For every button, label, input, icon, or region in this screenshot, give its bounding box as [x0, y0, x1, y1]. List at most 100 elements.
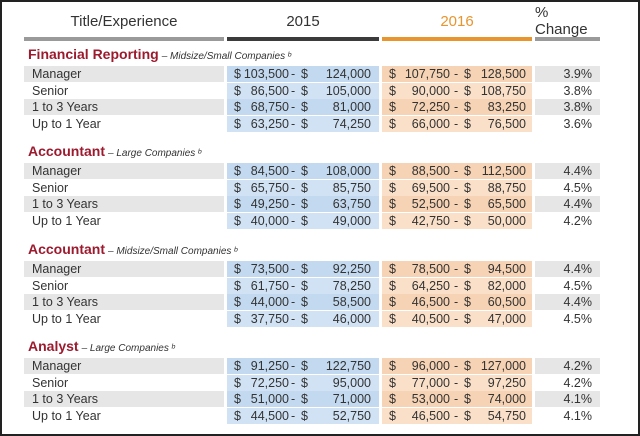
- salary-range-2016: $107,750- $128,500: [382, 66, 532, 82]
- range-dash: -: [454, 408, 459, 423]
- range-dash: -: [454, 295, 459, 309]
- salary-range-2015: $84,500- $108,000: [227, 163, 379, 179]
- salary-range-2016: $96,000- $127,000: [382, 358, 532, 374]
- range-dash: -: [454, 197, 459, 211]
- table-row: Up to 1 Year $40,000- $49,000 $42,750- $50,0…: [24, 212, 600, 229]
- table-row: Up to 1 Year $37,750- $46,000 $40,500- $47,0…: [24, 310, 600, 327]
- salary-high-2016: 74,000: [487, 392, 526, 406]
- salary-high-2015: 63,750: [332, 197, 371, 211]
- dollar-sign: $: [234, 100, 241, 114]
- salary-range-2016: $40,500- $47,000: [382, 310, 532, 327]
- salary-low-2015: 86,500: [250, 83, 289, 98]
- table-row: 1 to 3 Years $68,750- $81,000 $72,250- $83,2…: [24, 99, 600, 115]
- dollar-sign: $: [389, 359, 396, 373]
- salary-low-2015: 51,000: [250, 392, 289, 406]
- salary-range-2015: $73,500- $92,250: [227, 261, 379, 277]
- table-row: 1 to 3 Years $44,000- $58,500 $46,500- $60,5…: [24, 294, 600, 310]
- row-label: Senior: [32, 83, 69, 98]
- percent-change: 4.5%: [563, 278, 593, 293]
- row-label: 1 to 3 Years: [24, 99, 224, 115]
- section-subtitle: – Large Companies ᵇ: [108, 148, 202, 159]
- range-dash: -: [454, 311, 459, 326]
- dollar-sign: $: [464, 83, 471, 98]
- percent-change: 4.1%: [563, 408, 593, 423]
- row-label: Up to 1 Year: [32, 213, 101, 228]
- dollar-sign: $: [301, 180, 308, 195]
- salary-range-2016: $64,250- $82,000: [382, 277, 532, 294]
- percent-change: 3.6%: [563, 116, 593, 131]
- percent-change: 4.4%: [535, 196, 600, 212]
- dollar-sign: $: [234, 375, 241, 390]
- header-underline-title: [24, 37, 224, 41]
- dollar-sign: $: [389, 83, 396, 98]
- range-dash: -: [291, 359, 296, 373]
- salary-range-2016: $42,750- $50,000: [382, 212, 532, 229]
- header-percent-change: % Change: [535, 4, 588, 38]
- table-row: Senior $86,500- $105,000 $90,000- $108,750 3.…: [24, 82, 600, 99]
- dollar-sign: $: [389, 213, 396, 228]
- dollar-sign: $: [389, 100, 396, 114]
- salary-low-2016: 40,500: [411, 311, 450, 326]
- dollar-sign: $: [234, 295, 241, 309]
- salary-low-2015: 68,750: [250, 100, 289, 114]
- range-dash: -: [454, 262, 459, 276]
- salary-low-2015: 91,250: [250, 359, 289, 373]
- row-label: Senior: [32, 278, 69, 293]
- range-dash: -: [291, 83, 296, 98]
- dollar-sign: $: [389, 164, 396, 178]
- salary-low-2015: 40,000: [250, 213, 289, 228]
- header-title-experience: Title/Experience: [70, 12, 178, 30]
- percent-change: 4.4%: [535, 294, 600, 310]
- range-dash: -: [291, 408, 296, 423]
- range-dash: -: [291, 278, 296, 293]
- table-row: Manager $103,500- $124,000 $107,750- $128,50…: [24, 66, 600, 82]
- dollar-sign: $: [301, 278, 308, 293]
- row-label: Manager: [24, 261, 224, 277]
- salary-high-2015: 122,750: [325, 359, 371, 373]
- dollar-sign: $: [234, 116, 241, 131]
- dollar-sign: $: [301, 311, 308, 326]
- dollar-sign: $: [234, 197, 241, 211]
- row-label: Manager: [24, 163, 224, 179]
- salary-low-2016: 42,750: [411, 213, 450, 228]
- dollar-sign: $: [234, 278, 241, 293]
- percent-change: 4.2%: [563, 375, 593, 390]
- dollar-sign: $: [464, 67, 471, 81]
- table-row: Senior $65,750- $85,750 $69,500- $88,750 4.5%: [24, 179, 600, 196]
- salary-high-2015: 92,250: [332, 262, 371, 276]
- table-row: Senior $72,250- $95,000 $77,000- $97,250 4.2%: [24, 374, 600, 391]
- header-underline-2016: [382, 37, 532, 41]
- salary-high-2016: 83,250: [487, 100, 526, 114]
- range-dash: -: [291, 197, 296, 211]
- range-dash: -: [291, 375, 296, 390]
- salary-high-2015: 85,750: [332, 180, 371, 195]
- salary-low-2016: 46,500: [411, 408, 450, 423]
- dollar-sign: $: [389, 278, 396, 293]
- dollar-sign: $: [464, 375, 471, 390]
- table-row: Senior $61,750- $78,250 $64,250- $82,000 4.5%: [24, 277, 600, 294]
- dollar-sign: $: [389, 180, 396, 195]
- salary-low-2015: 84,500: [250, 164, 289, 178]
- salary-range-2015: $37,750- $46,000: [227, 310, 379, 327]
- salary-low-2015: 73,500: [250, 262, 289, 276]
- salary-high-2015: 95,000: [332, 375, 371, 390]
- dollar-sign: $: [301, 392, 308, 406]
- dollar-sign: $: [464, 278, 471, 293]
- dollar-sign: $: [464, 408, 471, 423]
- range-dash: -: [291, 311, 296, 326]
- percent-change: 3.8%: [563, 83, 593, 98]
- salary-low-2016: 78,500: [411, 262, 450, 276]
- range-dash: -: [454, 164, 459, 178]
- row-label: Up to 1 Year: [32, 116, 101, 131]
- table-row: Up to 1 Year $63,250- $74,250 $66,000- $76,5…: [24, 115, 600, 132]
- salary-high-2016: 94,500: [487, 262, 526, 276]
- dollar-sign: $: [464, 311, 471, 326]
- salary-high-2016: 97,250: [487, 375, 526, 390]
- salary-range-2016: $66,000- $76,500: [382, 115, 532, 132]
- range-dash: -: [291, 116, 296, 131]
- dollar-sign: $: [464, 164, 471, 178]
- dollar-sign: $: [389, 67, 396, 81]
- salary-range-2016: $72,250- $83,250: [382, 99, 532, 115]
- dollar-sign: $: [234, 359, 241, 373]
